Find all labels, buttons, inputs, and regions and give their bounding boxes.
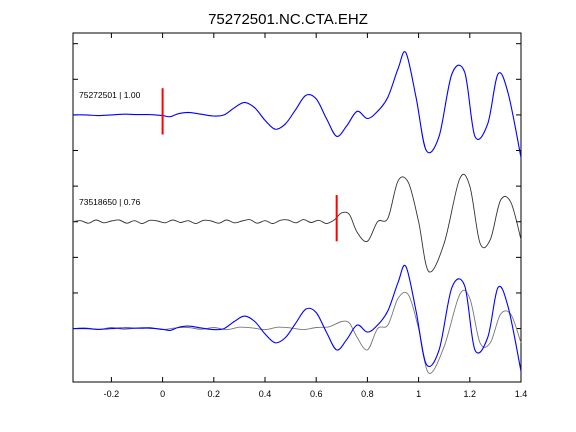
trace-label-1: 73518650 | 0.76 — [79, 197, 141, 207]
x-tick-label: 1.4 — [515, 389, 528, 399]
axis-ticks: -0.2 0 0.2 0.4 0.6 0.8 1 1.2 1.4 — [73, 33, 527, 399]
x-tick-label: 0.4 — [259, 389, 272, 399]
trace-line-0 — [72, 51, 522, 158]
chart-title: 75272501.NC.CTA.EHZ — [208, 11, 368, 28]
trace-labels: 75272501 | 1.00 73518650 | 0.76 — [79, 90, 141, 207]
x-tick-label: 0 — [160, 389, 165, 399]
x-tick-label: 0.6 — [310, 389, 323, 399]
trace-line-3 — [72, 289, 522, 374]
x-tick-label: 0.8 — [361, 389, 374, 399]
trace-line-1 — [72, 173, 522, 273]
pick-markers — [161, 88, 338, 242]
trace-label-0: 75272501 | 1.00 — [79, 90, 141, 100]
plot-frame — [72, 32, 522, 383]
x-tick-label: 1.2 — [464, 389, 477, 399]
x-tick-label: -0.2 — [104, 389, 120, 399]
x-tick-label: 1 — [416, 389, 421, 399]
x-tick-label: 0.2 — [208, 389, 221, 399]
trace-line-2 — [72, 264, 522, 372]
